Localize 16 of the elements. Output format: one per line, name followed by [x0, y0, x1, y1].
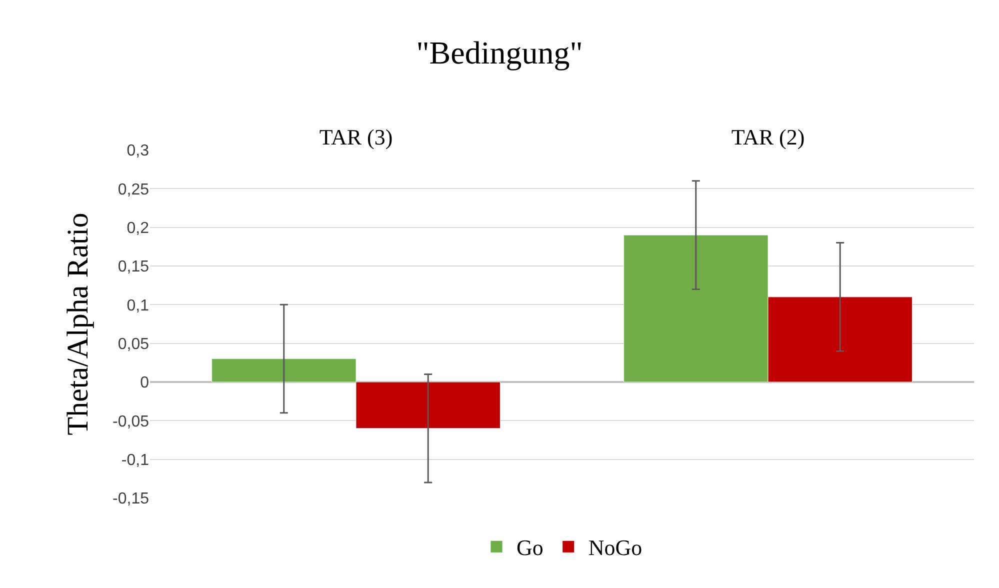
x-tick-label: TAR (3)	[319, 124, 393, 150]
y-axis-title: Theta/Alpha Ratio	[62, 212, 95, 436]
y-tick-label: 0	[140, 374, 150, 392]
y-tick-label: 0,25	[118, 181, 150, 198]
y-tick-label: -0,05	[112, 413, 150, 430]
y-tick-label: 0,2	[126, 220, 150, 237]
y-tick-label: 0,3	[126, 142, 150, 160]
y-tick-label: 0,15	[118, 258, 150, 276]
legend-label: NoGo	[588, 535, 642, 560]
y-tick-label: -0,15	[112, 490, 150, 508]
chart-title: "Bedingung"	[416, 34, 583, 71]
y-tick-label: 0,05	[118, 336, 150, 353]
y-tick-label: 0,1	[126, 297, 150, 314]
legend-label: Go	[516, 535, 544, 560]
y-tick-label: -0,1	[121, 452, 150, 469]
x-tick-label: TAR (2)	[731, 124, 805, 150]
